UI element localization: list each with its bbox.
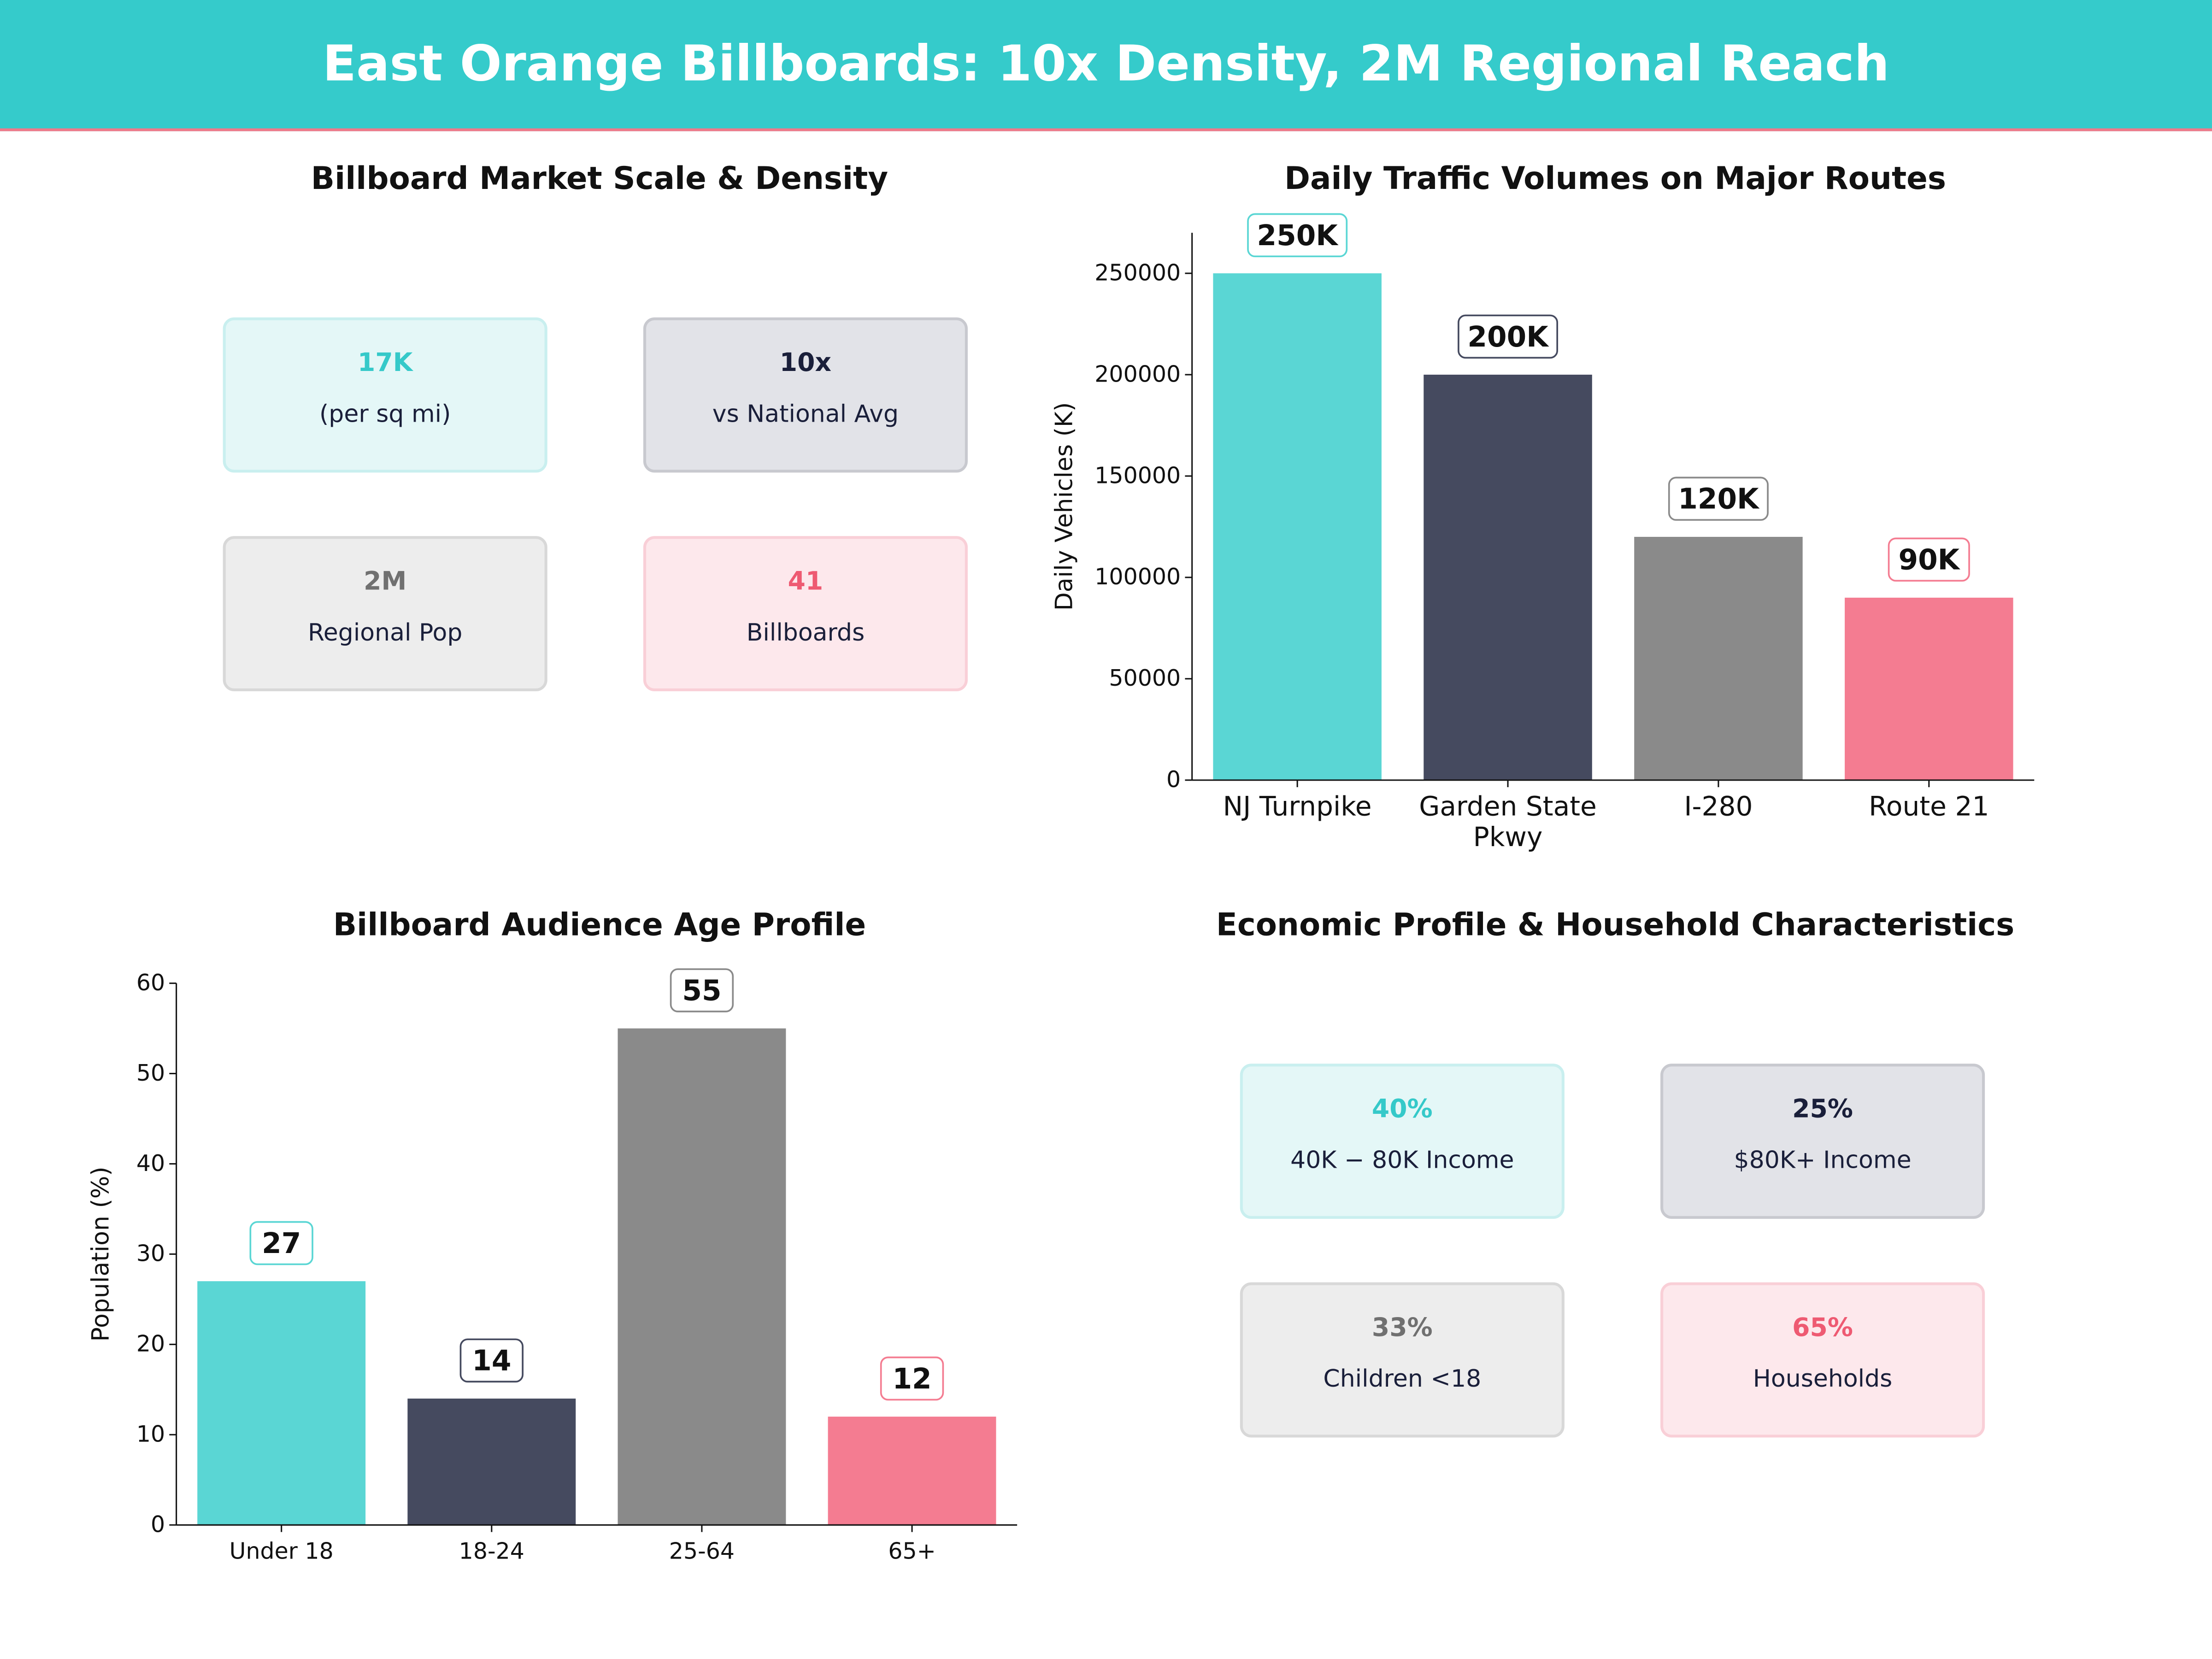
traffic-chart-title: Daily Traffic Volumes on Major Routes [1284,162,1946,198]
y-tick-label: 50 [136,1060,165,1086]
stat-label: 40K − 80K Income [1290,1147,1514,1175]
bar [407,1398,576,1525]
y-tick-label: 200000 [1094,361,1181,387]
data-label-box [1458,314,1559,359]
y-tick-label: 40 [136,1150,165,1177]
x-tick-label: I-280 [1684,790,1753,822]
data-label-box [1247,213,1348,258]
stat-card: 41 Billboards [643,536,968,691]
x-tick-label: NJ Turnpike [1223,790,1372,822]
stat-value: 40% [1371,1094,1433,1124]
data-label: 120K [1678,483,1760,516]
bar [1634,536,1803,780]
y-axis-label: Daily Vehicles (K) [1051,402,1078,611]
stat-value: 41 [788,567,824,597]
y-tick-label: 150000 [1094,462,1181,488]
bar [618,1028,786,1525]
bar [828,1417,996,1525]
y-tick-label: 250000 [1094,259,1181,286]
stat-card: 17K (per sq mi) [223,317,547,473]
data-label: 250K [1257,219,1339,252]
data-label-box [249,1221,313,1265]
stat-card: 10x vs National Avg [643,317,968,473]
economic-panel-title: Economic Profile & Household Characteris… [1216,908,2015,944]
x-tick-label: Under 18 [229,1538,334,1565]
data-label: 27 [262,1227,301,1260]
stat-value: 2M [364,567,407,597]
stat-label: Households [1753,1365,1893,1394]
stat-label: (per sq mi) [319,400,451,429]
stat-label: Billboards [746,619,865,648]
stat-card: 40% 40K − 80K Income [1240,1064,1565,1219]
stat-card: 33% Children <18 [1240,1282,1565,1438]
stat-value: 17K [358,348,413,378]
y-tick-label: 30 [136,1241,165,1267]
data-label: 12 [892,1363,931,1395]
stat-value: 33% [1371,1313,1433,1343]
y-tick-label: 60 [136,970,165,996]
stat-label: $80K+ Income [1734,1147,1912,1175]
bar [1845,597,2013,780]
data-label: 14 [472,1345,511,1377]
data-label-box [459,1338,524,1382]
y-tick-label: 0 [151,1511,165,1537]
y-tick-label: 10 [136,1421,165,1447]
y-tick-label: 0 [1166,766,1181,793]
data-label: 90K [1898,544,1960,577]
stat-card: 25% $80K+ Income [1660,1064,1985,1219]
stat-value: 10x [779,348,832,378]
data-label-box [670,968,734,1012]
x-tick-label: 18-24 [459,1538,524,1565]
stat-label: Children <18 [1323,1365,1482,1394]
stat-value: 65% [1792,1313,1853,1343]
data-label: 55 [682,974,721,1007]
stat-label: Regional Pop [307,619,463,648]
bar [197,1281,366,1525]
x-tick-label: Garden State Pkwy [1419,790,1597,853]
x-tick-label: Route 21 [1869,790,1989,822]
y-tick-label: 20 [136,1331,165,1357]
data-label: 200K [1467,321,1549,353]
stat-label: vs National Avg [712,400,899,429]
data-label-box [1888,537,1970,582]
stat-card: 65% Households [1660,1282,1985,1438]
y-axis-label: Population (%) [87,1166,115,1341]
market-panel-title: Billboard Market Scale & Density [311,162,888,198]
age-chart-title: Billboard Audience Age Profile [333,908,866,944]
page-title: East Orange Billboards: 10x Density, 2M … [0,0,2212,131]
data-label-box [880,1356,944,1401]
stat-value: 25% [1792,1094,1853,1124]
bar [1424,375,1592,780]
y-tick-label: 100000 [1094,564,1181,590]
x-tick-label: 25-64 [669,1538,735,1565]
stat-card: 2M Regional Pop [223,536,547,691]
data-label-box [1668,477,1769,521]
bar [1213,273,1382,780]
y-tick-label: 50000 [1109,665,1181,691]
x-tick-label: 65+ [888,1538,935,1565]
